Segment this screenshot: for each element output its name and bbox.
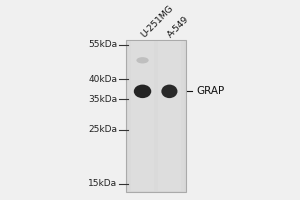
Bar (131, 41, 154, 191)
Bar (128, 41, 184, 191)
Ellipse shape (161, 85, 178, 98)
Text: 55kDa: 55kDa (88, 40, 117, 49)
Text: A-549: A-549 (167, 15, 191, 40)
Text: 25kDa: 25kDa (88, 125, 117, 134)
Ellipse shape (136, 57, 149, 63)
Bar (158, 41, 181, 191)
Ellipse shape (134, 85, 151, 98)
Text: 35kDa: 35kDa (88, 95, 117, 104)
Text: 15kDa: 15kDa (88, 179, 117, 188)
Text: GRAP: GRAP (196, 86, 224, 96)
Bar (126, 40, 186, 192)
Text: U-251MG: U-251MG (140, 4, 175, 40)
Text: 40kDa: 40kDa (88, 75, 117, 84)
